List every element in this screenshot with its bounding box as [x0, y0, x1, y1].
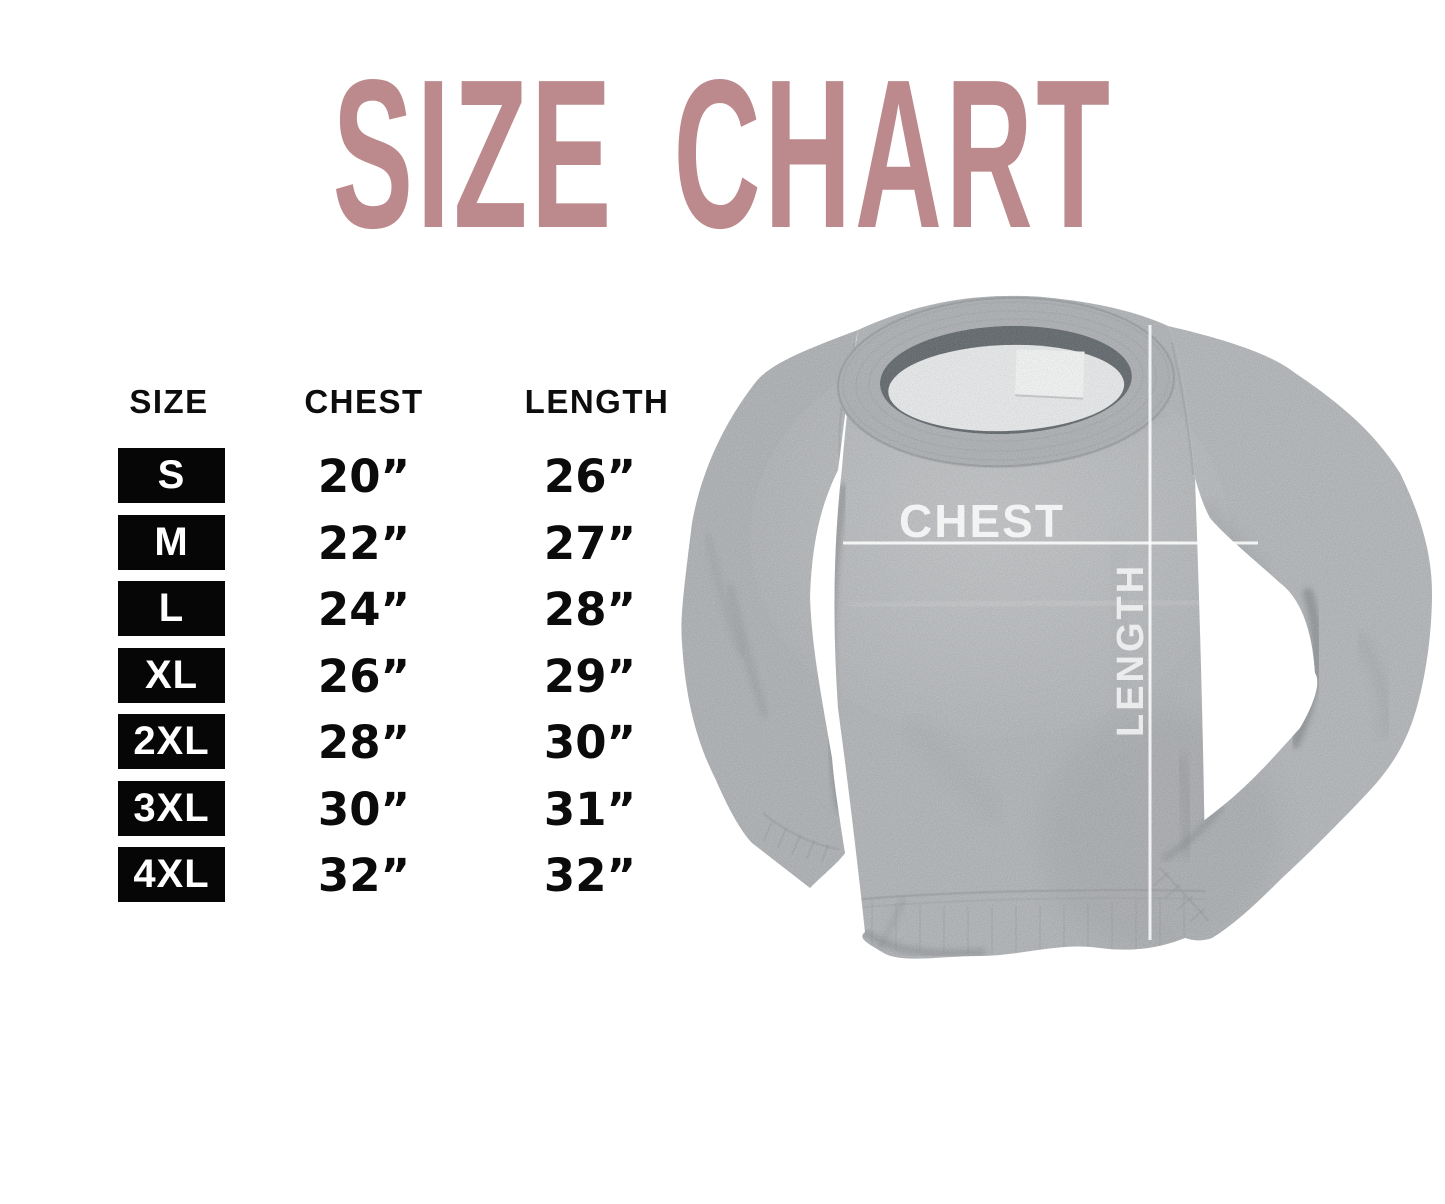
table-row: M 22” 27” — [0, 514, 700, 570]
size-badge: XL — [118, 647, 225, 703]
length-value: 26” — [543, 450, 637, 503]
length-value: 32” — [543, 849, 637, 902]
table-row: 3XL 30” 31” — [0, 780, 700, 836]
heather-texture — [681, 296, 1432, 959]
chest-value: 32” — [317, 849, 411, 902]
size-badge: M — [118, 514, 225, 570]
length-value: 28” — [543, 583, 637, 636]
size-table-rows: S 20” 26” M 22” 27” L 24” 28” XL 26” 29”… — [0, 448, 700, 902]
size-badge: S — [118, 448, 225, 503]
chest-label: CHEST — [899, 495, 1065, 547]
length-label: LENGTH — [1110, 563, 1152, 737]
column-header-length: LENGTH — [524, 383, 670, 420]
table-row: XL 26” 29” — [0, 647, 700, 703]
sweatshirt-photo: CHEST LENGTH — [660, 288, 1445, 980]
table-row: 2XL 28” 30” — [0, 714, 700, 769]
measurement-overlay: CHEST LENGTH — [843, 325, 1258, 940]
chest-value: 20” — [317, 450, 411, 503]
size-badge: L — [118, 581, 225, 636]
chest-value: 22” — [317, 516, 411, 570]
chest-value: 26” — [317, 649, 411, 703]
length-value: 31” — [543, 782, 637, 836]
chest-value: 28” — [317, 716, 411, 769]
table-row: S 20” 26” — [0, 448, 700, 503]
chest-value: 30” — [317, 782, 411, 836]
chest-value: 24” — [317, 583, 411, 636]
size-badge: 3XL — [118, 780, 225, 836]
column-header-size: SIZE — [129, 383, 209, 420]
size-badge: 2XL — [118, 714, 225, 769]
page-title-wrap: SIZE CHART — [0, 48, 1445, 260]
column-header-chest: CHEST — [304, 383, 424, 420]
size-badge: 4XL — [118, 847, 225, 902]
length-value: 30” — [543, 716, 637, 769]
table-row: L 24” 28” — [0, 581, 700, 636]
table-row: 4XL 32” 32” — [0, 847, 700, 902]
sweatshirt-illustration: CHEST LENGTH — [681, 295, 1432, 959]
length-value: 27” — [543, 516, 637, 570]
page-title: SIZE CHART — [332, 35, 1113, 272]
length-value: 29” — [543, 649, 637, 703]
